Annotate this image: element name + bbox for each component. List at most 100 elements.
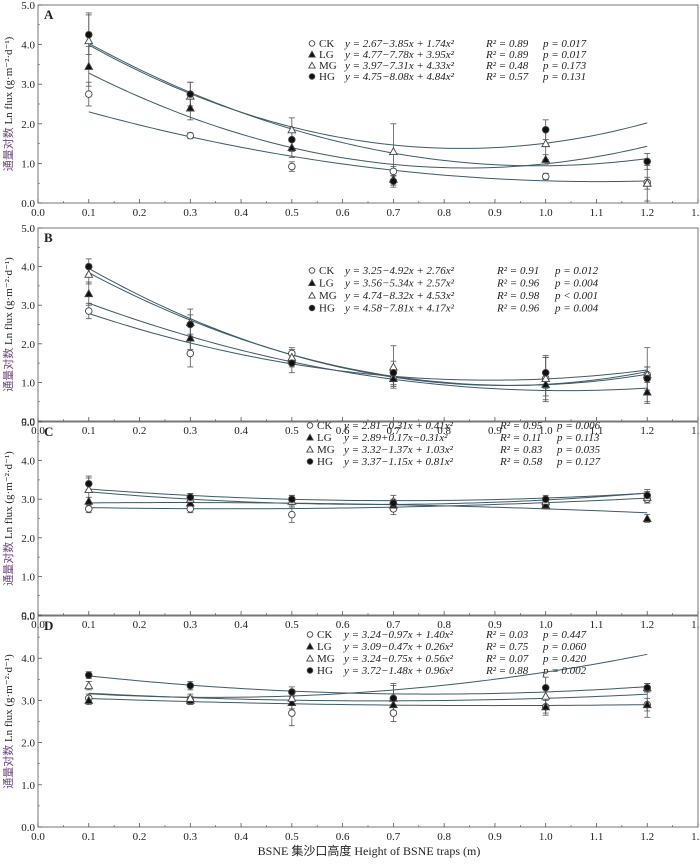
- data-point-LG: [642, 513, 652, 522]
- fit-curve-MG: [88, 72, 648, 169]
- y-tick-label: 0.0: [21, 416, 35, 428]
- x-tick-label: 0.2: [133, 207, 147, 219]
- x-tick-label: 1.0: [539, 207, 553, 219]
- y-tick-label: 0.0: [21, 198, 35, 210]
- data-point-CK: [288, 709, 296, 717]
- legend-marker-MG: [306, 445, 314, 453]
- y-tick-label: 4.0: [21, 456, 35, 468]
- data-point-CK: [389, 167, 398, 176]
- y-axis-label: 通量对数 Ln flux (g·m⁻²·d⁻¹): [1, 654, 15, 789]
- x-tick-label: 1.3: [691, 619, 700, 631]
- data-point-HG: [389, 177, 398, 185]
- legend-marker-HG: [308, 73, 316, 80]
- y-axis-label-en: Ln flux (g·m⁻²·d⁻¹): [3, 654, 15, 742]
- y-tick-label: 3.0: [21, 79, 35, 91]
- panel-letter: D: [44, 618, 53, 633]
- data-point-HG: [643, 683, 651, 692]
- data-point-MG: [84, 484, 94, 494]
- fit-curve-HG: [88, 272, 648, 386]
- data-point-MG: [388, 146, 398, 156]
- y-tick-label: 4.0: [21, 262, 35, 274]
- y-tick-label: 0.0: [21, 822, 35, 834]
- panel-B: 0.0 0.1 0.2 0.3 0.4 0.5 0.6 0.7 0.8 0.9 1.0 1.1 1.2 1…: [1, 223, 700, 437]
- legend-p: p = 0.060: [542, 641, 587, 653]
- x-tick-label: 0.5: [285, 425, 299, 437]
- legend-marker-LG: [308, 50, 316, 58]
- legend-p: p = 0.004: [554, 303, 599, 315]
- legend-p: p = 0.017: [542, 38, 587, 50]
- x-tick-label: 1.1: [590, 619, 604, 631]
- plot-frame: [37, 4, 699, 204]
- legend-p: p = 0.002: [542, 665, 587, 677]
- x-tick-label: 0.1: [82, 831, 96, 843]
- x-tick-label: 0.3: [183, 425, 197, 437]
- x-tick-label: 0.8: [437, 619, 451, 631]
- legend-p: p = 0.004: [554, 278, 599, 290]
- x-tick-label: 0.6: [336, 831, 350, 843]
- legend-equation: y = 3.56−5.34x + 2.57x²: [344, 278, 455, 290]
- fit-curve-HG: [88, 675, 648, 695]
- y-tick-label: 2.0: [21, 738, 35, 750]
- data-point-LG: [84, 695, 94, 704]
- y-axis-label: 通量对数 Ln flux (g·m⁻²·d⁻¹): [1, 451, 15, 586]
- data-point-MG: [287, 693, 297, 702]
- legend: CK y = 3.24−0.97x + 1.40x² R² = 0.03 p = 0.…: [306, 629, 587, 677]
- y-tick-label: 1.0: [21, 158, 35, 170]
- y-tick-label: 4.0: [21, 40, 35, 52]
- x-tick-label: 0.7: [387, 425, 401, 437]
- data-point-LG: [388, 699, 398, 709]
- legend-equation: y = 4.74−8.32x + 4.53x²: [344, 290, 455, 302]
- data-point-CK: [389, 709, 398, 717]
- legend-equation: y = 2.81−0.31x + 0.41x²: [343, 420, 454, 432]
- legend-r2: R² = 0.96: [496, 303, 540, 315]
- x-tick-label: 0.7: [387, 207, 401, 219]
- data-point-CK: [85, 90, 93, 98]
- legend-marker-MG: [308, 61, 316, 69]
- x-tick-label: 0.9: [488, 425, 502, 437]
- data-point-CK: [288, 162, 296, 171]
- legend-p: p = 0.173: [542, 60, 587, 72]
- legend-label-MG: MG: [317, 653, 335, 665]
- x-axis-title: BSNE 集沙口高度 Height of BSNE traps (m): [258, 843, 481, 858]
- x-tick-label: 0.4: [234, 831, 248, 843]
- legend-label-MG: MG: [317, 444, 335, 456]
- x-tick-label: 0.0: [31, 831, 45, 843]
- fit-curve-HG: [88, 44, 648, 149]
- data-point-LG: [287, 697, 297, 706]
- legend-r2: R² = 0.03: [485, 629, 529, 641]
- panel-C: 0.0 0.1 0.2 0.3 0.4 0.5 0.6 0.7 0.8 0.9 1.0 1.1 1.2 1…: [1, 417, 700, 631]
- legend-equation: y = 2.67−3.85x + 1.74x²: [344, 38, 455, 50]
- data-point-HG: [541, 125, 550, 134]
- legend-r2: R² = 0.89: [485, 38, 529, 50]
- legend-equation: y = 3.37−1.15x + 0.81x²: [343, 456, 454, 468]
- legend-r2: R² = 0.11: [499, 432, 541, 444]
- legend-equation: y = 3.09−0.47x + 0.26x²: [343, 641, 454, 653]
- legend-marker-CK: [306, 631, 314, 638]
- legend-r2: R² = 0.83: [499, 444, 543, 456]
- legend-p: p = 0.127: [556, 456, 601, 468]
- y-tick-label: 4.0: [21, 653, 35, 665]
- y-tick-label: 1.0: [21, 377, 35, 389]
- legend-p: p = 0.420: [542, 653, 587, 665]
- y-tick-label: 5.0: [21, 417, 35, 429]
- legend-equation: y = 3.97−7.31x + 4.33x²: [344, 60, 455, 72]
- fit-curve-MG: [88, 267, 648, 386]
- data-point-CK: [186, 131, 195, 140]
- data-point-HG: [643, 491, 651, 500]
- y-axis-label-cn: 通量对数: [1, 742, 15, 789]
- x-tick-label: 1.1: [590, 207, 604, 219]
- x-tick-label: 0.9: [488, 831, 502, 843]
- x-tick-label: 0.4: [234, 425, 248, 437]
- x-tick-label: 1.3: [691, 425, 700, 437]
- legend-p: p = 0.006: [556, 420, 601, 432]
- legend-label-MG: MG: [319, 290, 337, 302]
- legend-r2: R² = 0.57: [485, 71, 529, 83]
- x-tick-label: 0.6: [336, 619, 350, 631]
- legend-label-LG: LG: [317, 641, 332, 653]
- data-point-MG: [287, 125, 297, 134]
- legend-marker-MG: [308, 291, 316, 299]
- legend-equation: y = 3.24−0.75x + 0.56x²: [343, 653, 454, 665]
- legend-p: p = 0.447: [542, 629, 587, 641]
- legend-equation: y = 4.58−7.81x + 4.17x²: [344, 303, 455, 315]
- data-point-LG: [185, 333, 195, 342]
